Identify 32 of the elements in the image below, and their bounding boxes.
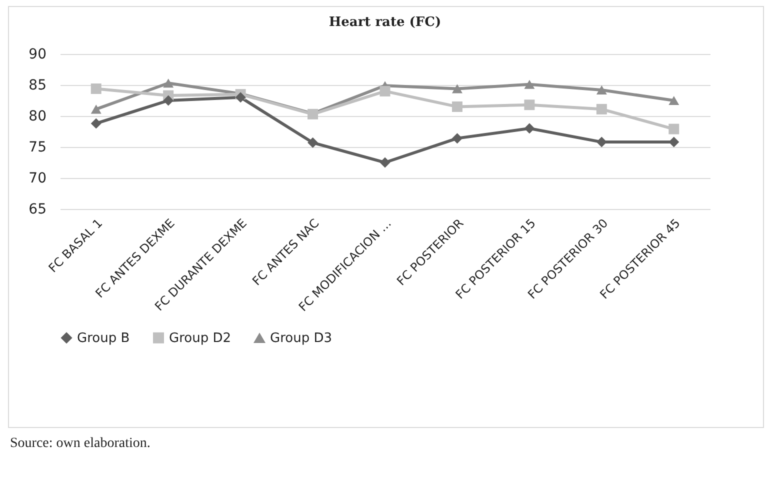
y-tick-label: 75 bbox=[28, 140, 46, 156]
point bbox=[90, 104, 102, 114]
point bbox=[524, 100, 535, 110]
point bbox=[452, 101, 462, 112]
point bbox=[452, 133, 462, 144]
y-tick-label: 85 bbox=[28, 78, 46, 94]
legend-label: Group B bbox=[77, 330, 130, 346]
point bbox=[235, 92, 246, 103]
point bbox=[596, 136, 607, 148]
point bbox=[380, 157, 390, 168]
point bbox=[90, 83, 102, 94]
point bbox=[90, 118, 102, 129]
point bbox=[452, 84, 462, 94]
point bbox=[163, 78, 174, 88]
point bbox=[668, 136, 680, 148]
point bbox=[524, 123, 535, 134]
point bbox=[308, 137, 318, 148]
y-tick-label: 90 bbox=[28, 46, 46, 62]
point bbox=[596, 104, 607, 114]
point bbox=[668, 124, 680, 134]
chart-title: Heart rate (FC) bbox=[328, 15, 442, 30]
legend-label: Group D2 bbox=[169, 330, 231, 346]
point bbox=[524, 80, 535, 89]
y-tick-label: 70 bbox=[28, 170, 46, 186]
point bbox=[380, 86, 390, 96]
point bbox=[596, 85, 607, 94]
y-tick-label: 80 bbox=[28, 108, 46, 124]
point bbox=[163, 95, 174, 106]
point bbox=[668, 96, 680, 106]
y-tick-label: 65 bbox=[28, 202, 46, 218]
source-note: Source: own elaboration. bbox=[10, 436, 150, 452]
legend-label: Group D3 bbox=[270, 331, 332, 346]
